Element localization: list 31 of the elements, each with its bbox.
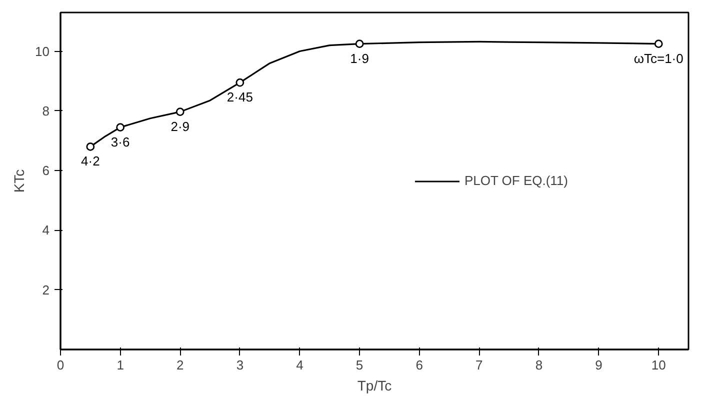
y-tick-label: 4 [42, 222, 50, 238]
x-tick-label: 9 [595, 358, 602, 372]
x-tick-label: 1 [116, 358, 124, 372]
x-tick-label: 4 [296, 358, 304, 372]
y-axis-title: KTc [11, 169, 28, 193]
x-tick-label: 7 [476, 358, 483, 372]
data-label: ωTc=1·0 [634, 50, 684, 66]
legend-label: PLOT OF EQ.(11) [464, 173, 568, 188]
x-tick-label: 6 [416, 358, 423, 372]
x-tick-label: 8 [535, 358, 543, 372]
point [86, 142, 95, 151]
y-tick-label: 6 [42, 163, 50, 178]
data-label: 3·6 [110, 134, 130, 150]
y-tick-label: 2 [42, 282, 50, 298]
y-tick-label: 10 [35, 44, 50, 59]
x-tick-label: 5 [356, 358, 364, 372]
point [654, 40, 663, 48]
x-tick-label: 10 [651, 358, 666, 372]
point [176, 108, 184, 116]
x-tick-label: 0 [56, 358, 64, 372]
point [355, 40, 364, 48]
x-axis-title: Tp/Tc [357, 378, 392, 394]
x-tick-label: 2 [176, 358, 184, 372]
data-label: 4·2 [81, 154, 100, 169]
point [236, 78, 244, 87]
data-label: 2·45 [226, 90, 253, 105]
data-label: 2·9 [170, 118, 190, 134]
data-label: 1·9 [350, 50, 369, 66]
y-tick-label: 8 [42, 103, 50, 118]
point [116, 123, 125, 132]
x-tick-label: 3 [236, 358, 244, 372]
